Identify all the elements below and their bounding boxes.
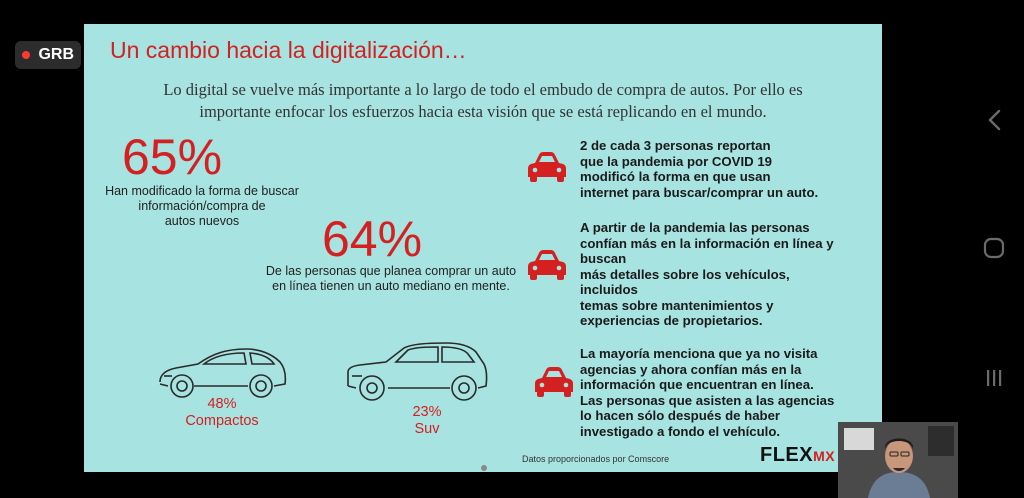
- subtitle-line-2: importante enfocar los esfuerzos hacia e…: [199, 102, 767, 121]
- fact-covid: 2 de cada 3 personas reportan que la pan…: [580, 138, 819, 200]
- presentation-slide: Un cambio hacia la digitalización… Lo di…: [84, 24, 882, 472]
- webcam-preview[interactable]: [838, 422, 958, 498]
- stat-65-value: 65%: [122, 129, 223, 185]
- car-icon: [535, 367, 573, 397]
- stat-64-desc-line-2: en línea tienen un auto mediano en mente…: [272, 279, 510, 293]
- stat-65-desc-line-2: información/compra de: [138, 199, 266, 213]
- fact-online-trust: A partir de la pandemia las personas con…: [580, 220, 834, 328]
- recording-badge[interactable]: GRB: [15, 41, 81, 69]
- car-icon: [528, 152, 566, 182]
- data-source: Datos proporcionados por Comscore: [522, 454, 670, 464]
- recording-label: GRB: [38, 46, 74, 63]
- chevron-left-icon[interactable]: [985, 108, 1005, 132]
- stat-65-desc-line-3: autos nuevos: [164, 214, 240, 228]
- compact-name: Compactos: [185, 413, 259, 429]
- compact-percent: 48%: [207, 396, 237, 412]
- recents-icon[interactable]: [984, 368, 1004, 388]
- suv-label: 23% Suv: [377, 404, 477, 438]
- slide-subtitle: Lo digital se vuelve más importante a lo…: [84, 79, 882, 123]
- suv-percent: 23%: [412, 404, 442, 420]
- slide-title: Un cambio hacia la digitalización…: [110, 37, 467, 63]
- compact-car-label: 48% Compactos: [172, 396, 272, 430]
- brand-logo: FLEXMX: [760, 444, 835, 467]
- suv-illustration: [347, 342, 488, 401]
- stat-65-description: Han modificado la forma de buscar inform…: [102, 184, 302, 229]
- presenter-video: [838, 422, 958, 498]
- fact-agencies: La mayoría menciona que ya no visita age…: [580, 346, 835, 439]
- car-icon: [528, 250, 566, 280]
- slide-indicator-dot[interactable]: [481, 465, 487, 471]
- stat-64-value: 64%: [322, 211, 423, 267]
- compact-car-illustration: [159, 348, 287, 398]
- record-dot-icon: [22, 51, 30, 59]
- brand-name: FLEX: [760, 444, 814, 466]
- suv-name: Suv: [414, 421, 440, 437]
- stat-64-description: De las personas que planea comprar un au…: [260, 264, 522, 294]
- subtitle-line-1: Lo digital se vuelve más importante a lo…: [163, 80, 803, 99]
- circle-home-icon[interactable]: [983, 237, 1005, 259]
- stat-64-desc-line-1: De las personas que planea comprar un au…: [265, 264, 517, 278]
- stat-65-desc-line-1: Han modificado la forma de buscar: [105, 184, 299, 198]
- brand-suffix: MX: [813, 448, 836, 464]
